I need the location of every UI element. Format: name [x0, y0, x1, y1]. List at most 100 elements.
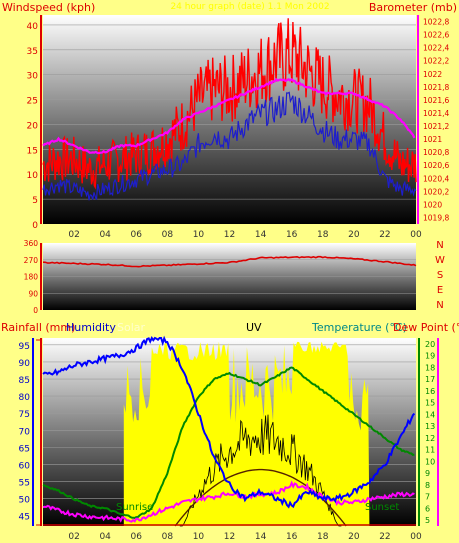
wind-xtick-label: 04 [99, 230, 111, 240]
barometer-ytick-label: 1020,4 [423, 174, 449, 183]
wind-direction-series-line [42, 255, 417, 268]
humidity-ytick-label: 65 [19, 444, 30, 454]
humidity-ytick-label: 95 [19, 342, 30, 352]
wind-ytick-label: 35 [27, 47, 38, 57]
wind-xtick-label: 14 [255, 230, 267, 240]
wind-ytick-label: 0 [32, 221, 38, 231]
solar-legend-label: Solar [117, 321, 146, 334]
wind-ytick-label: 30 [27, 72, 39, 82]
humidity-ytick-label: 75 [19, 410, 30, 420]
barometer-ytick-label: 1020 [423, 200, 442, 209]
barometer-axis-label: Barometer (mb) [369, 1, 457, 14]
barometer-ytick-label: 1020,6 [423, 161, 449, 170]
weather-xtick-label: 14 [255, 532, 267, 542]
temperature-ytick-label: 9 [425, 469, 430, 478]
humidity-ytick-label: 50 [19, 496, 31, 506]
weather-xtick-label: 04 [99, 532, 111, 542]
humidity-ytick-label: 60 [19, 461, 31, 471]
uv-legend-label: UV [246, 321, 262, 334]
barometer-ytick-label: 1022,6 [423, 31, 449, 40]
direction-ytick-label: 360 [24, 239, 39, 248]
barometer-ytick-label: 1021 [423, 135, 442, 144]
temperature-ytick-label: 11 [425, 446, 435, 455]
wind-xtick-label: 20 [348, 230, 360, 240]
temperature-legend-label: Temperature (°C) [311, 321, 407, 334]
humidity-ytick-label: 80 [19, 393, 31, 403]
wind-ytick-label: 25 [27, 97, 38, 107]
direction-ytick-label: 90 [28, 289, 38, 298]
temperature-ytick-label: 8 [425, 481, 430, 490]
humidity-ytick-label: 85 [19, 376, 30, 386]
wind-xtick-label: 18 [317, 230, 329, 240]
humidity-legend-label: Humidity [66, 321, 116, 334]
wind-ytick-label: 15 [27, 146, 38, 156]
weather-xtick-label: 20 [348, 532, 360, 542]
temperature-ytick-label: 16 [425, 387, 435, 396]
barometer-ytick-label: 1019,8 [423, 213, 449, 222]
compass-label: W [435, 255, 445, 266]
dewpoint-series-line [42, 480, 415, 523]
temperature-ytick-label: 5 [425, 516, 430, 525]
temperature-ytick-label: 6 [425, 504, 430, 513]
wind-xtick-label: 02 [68, 230, 79, 240]
wind-xtick-label: 10 [193, 230, 205, 240]
humidity-ytick-label: 45 [19, 513, 30, 523]
temperature-ytick-label: 13 [425, 422, 435, 431]
weather-xtick-label: 22 [379, 532, 390, 542]
wind-panel [43, 15, 416, 224]
temperature-ytick-label: 20 [425, 340, 435, 349]
barometer-ytick-label: 1022,2 [423, 57, 449, 66]
weather-xtick-label: 12 [224, 532, 235, 542]
wind-ytick-label: 20 [27, 121, 39, 131]
wind-xtick-label: 16 [286, 230, 298, 240]
sunset-label: Sunset [365, 502, 399, 513]
temperature-ytick-label: 7 [425, 493, 430, 502]
barometer-ytick-label: 1021,4 [423, 109, 449, 118]
uv-series-line [179, 414, 342, 527]
temperature-ytick-label: 15 [425, 399, 435, 408]
temperature-ytick-label: 14 [425, 410, 435, 419]
temperature-ytick-label: 19 [425, 352, 435, 361]
wind-average-series-line [42, 91, 417, 201]
weather-xtick-label: 06 [131, 532, 143, 542]
windspeed-series-line [42, 18, 417, 190]
barometer-ytick-label: 1020,8 [423, 148, 449, 157]
wind-xtick-label: 08 [162, 230, 174, 240]
wind-xtick-label: 22 [379, 230, 390, 240]
weather-xtick-label: 10 [193, 532, 205, 542]
temperature-ytick-label: 18 [425, 363, 435, 372]
compass-label: N [436, 240, 443, 251]
humidity-ytick-label: 70 [19, 427, 31, 437]
barometer-series-line [42, 77, 416, 155]
compass-label: S [437, 270, 443, 281]
direction-ytick-label: 180 [24, 273, 39, 282]
barometer-ytick-label: 1020,2 [423, 187, 449, 196]
barometer-ytick-label: 1021,6 [423, 96, 449, 105]
wind-ytick-label: 10 [27, 171, 39, 181]
weather-xtick-label: 08 [162, 532, 174, 542]
barometer-ytick-label: 1022,4 [423, 44, 449, 53]
compass-label: N [436, 300, 443, 311]
temperature-ytick-label: 17 [425, 375, 435, 384]
direction-ytick-label: 0 [33, 306, 38, 315]
barometer-ytick-label: 1022 [423, 70, 442, 79]
weather-xtick-label: 18 [317, 532, 329, 542]
compass-label: E [437, 285, 443, 296]
rainfall-axis-label: Rainfall (mm) [1, 321, 75, 334]
wind-xtick-label: 12 [224, 230, 235, 240]
barometer-ytick-label: 1021,2 [423, 122, 449, 131]
barometer-ytick-label: 1022,8 [423, 18, 449, 27]
windspeed-axis-label: Windspeed (kph) [2, 1, 95, 14]
barometer-ytick-label: 1021,8 [423, 83, 449, 92]
temperature-ytick-label: 10 [425, 457, 435, 466]
temperature-series-line [42, 366, 415, 520]
weather-xtick-label: 02 [68, 532, 79, 542]
temperature-ytick-label: 12 [425, 434, 435, 443]
direction-ytick-label: 270 [24, 256, 39, 265]
wind-xtick-label: 00 [410, 230, 422, 240]
chart-title: 24 hour graph (date) 1.1 Mon 2002 [170, 2, 329, 12]
weather-xtick-label: 16 [286, 532, 298, 542]
wind-ytick-label: 40 [27, 22, 39, 32]
weather-xtick-label: 00 [410, 532, 422, 542]
